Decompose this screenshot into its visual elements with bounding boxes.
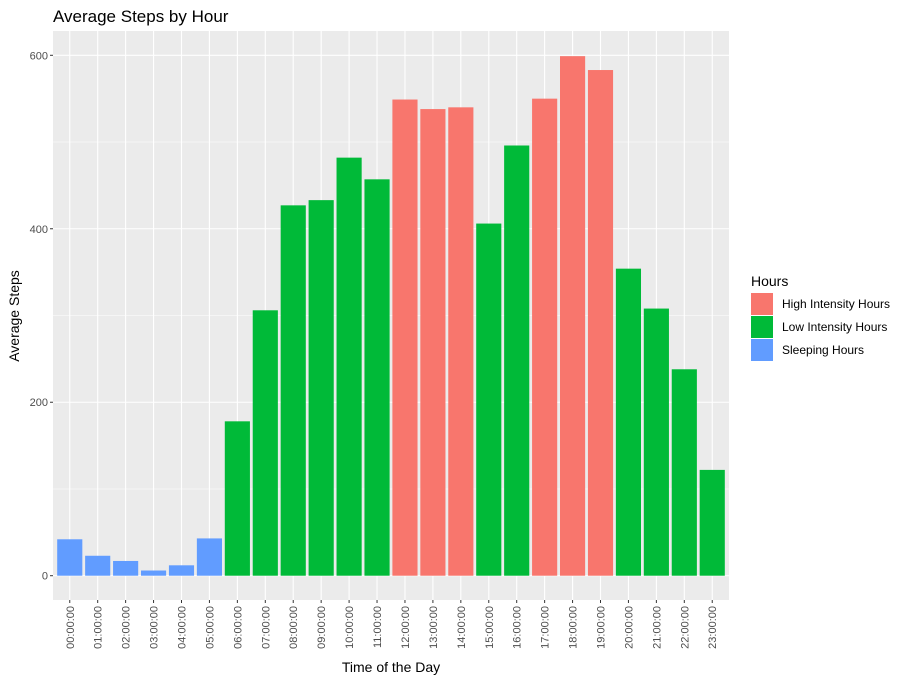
y-tick-label: 200 — [30, 397, 48, 409]
x-tick-label: 14:00:00 — [456, 606, 468, 649]
legend-label: Sleeping Hours — [782, 343, 864, 357]
x-tick-label: 13:00:00 — [428, 606, 440, 649]
x-tick-label: 07:00:00 — [260, 606, 272, 649]
y-axis: 0 200 400 600 — [30, 50, 53, 583]
legend-title: Hours — [751, 273, 788, 289]
y-tick-label: 0 — [42, 571, 48, 583]
bar — [57, 539, 83, 576]
y-axis-title: Average Steps — [6, 270, 22, 362]
x-tick-label: 04:00:00 — [176, 606, 188, 649]
x-tick-label: 00:00:00 — [65, 606, 77, 649]
bar — [140, 570, 167, 576]
bar — [587, 70, 614, 576]
y-tick-label: 600 — [30, 50, 48, 62]
x-tick-label: 17:00:00 — [540, 606, 552, 649]
bar — [308, 200, 334, 576]
x-axis-title: Time of the Day — [342, 659, 440, 675]
x-tick-label: 05:00:00 — [204, 606, 216, 649]
bar — [280, 205, 306, 576]
x-tick-label: 12:00:00 — [400, 606, 412, 649]
legend-swatch — [751, 316, 773, 338]
bar — [699, 469, 725, 576]
bar — [671, 369, 697, 576]
x-axis: 00:00:00 01:00:00 02:00:00 03:00:00 04:00:00… — [65, 600, 719, 649]
bar — [504, 145, 530, 576]
legend-swatch — [751, 293, 773, 315]
bar — [85, 555, 111, 576]
bar — [168, 565, 195, 576]
x-tick-label: 09:00:00 — [316, 606, 328, 649]
bar — [336, 157, 362, 576]
bar — [615, 268, 642, 576]
bar — [420, 109, 446, 576]
bar — [224, 421, 250, 576]
bar — [252, 310, 278, 576]
legend-label: High Intensity Hours — [782, 297, 890, 311]
x-tick-label: 21:00:00 — [651, 606, 663, 649]
legend: Hours High Intensity Hours Low Intensity … — [751, 273, 890, 361]
bar — [364, 179, 390, 576]
bar — [448, 107, 474, 576]
x-tick-label: 19:00:00 — [596, 606, 608, 649]
x-tick-label: 03:00:00 — [149, 606, 161, 649]
bar — [113, 560, 139, 576]
bar — [643, 308, 669, 576]
x-tick-label: 18:00:00 — [568, 606, 580, 649]
legend-swatch — [751, 339, 773, 361]
x-tick-label: 23:00:00 — [707, 606, 719, 649]
x-tick-label: 10:00:00 — [344, 606, 356, 649]
x-tick-label: 20:00:00 — [623, 606, 635, 649]
bar — [532, 98, 558, 576]
bar — [560, 56, 586, 576]
x-tick-label: 15:00:00 — [484, 606, 496, 649]
bar — [392, 99, 418, 576]
bar — [476, 223, 502, 576]
x-tick-label: 06:00:00 — [232, 606, 244, 649]
bar — [196, 538, 222, 576]
y-tick-label: 400 — [30, 224, 48, 236]
x-tick-label: 16:00:00 — [512, 606, 524, 649]
x-tick-label: 08:00:00 — [288, 606, 300, 649]
x-tick-label: 22:00:00 — [679, 606, 691, 649]
legend-label: Low Intensity Hours — [782, 320, 887, 334]
bars — [57, 56, 725, 576]
chart-title: Average Steps by Hour — [53, 7, 229, 26]
x-tick-label: 01:00:00 — [93, 606, 105, 649]
x-tick-label: 11:00:00 — [372, 606, 384, 648]
x-tick-label: 02:00:00 — [121, 606, 133, 649]
